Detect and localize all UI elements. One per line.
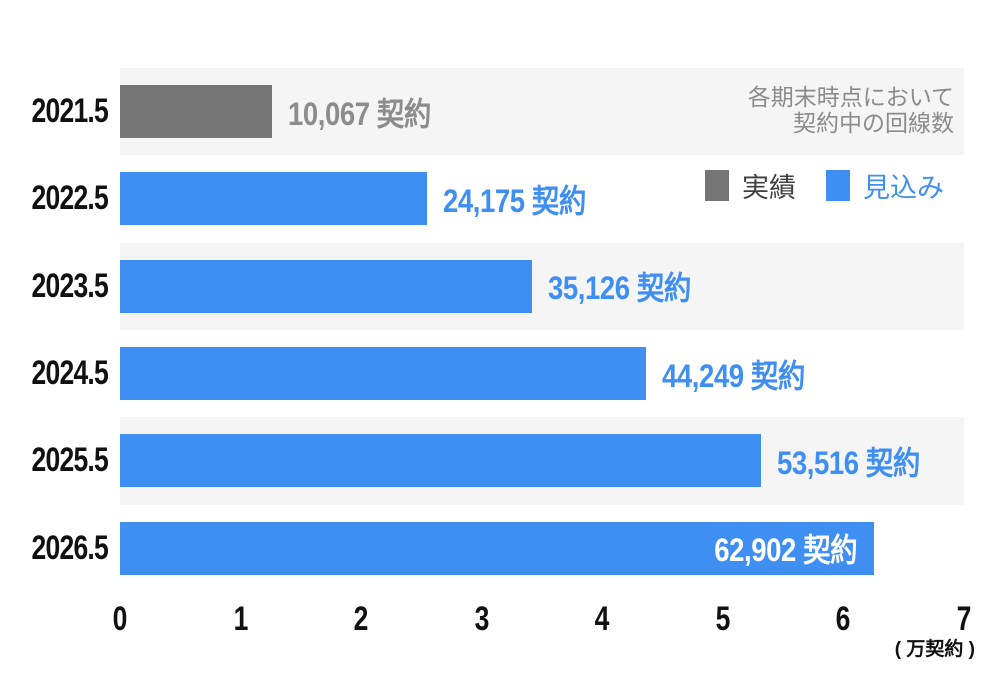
- annotation-line-1: 各期末時点において: [747, 84, 954, 110]
- legend-label-forecast: 見込み: [863, 173, 944, 203]
- x-tick-3: 3: [474, 600, 490, 638]
- x-tick-7: 7: [956, 600, 972, 638]
- category-label-2026-5: 2026.5: [31, 528, 109, 567]
- x-tick-5: 5: [715, 600, 731, 638]
- y-axis-category-labels: 2021.5 2022.5 2023.5 2024.5 2025.5 2026.…: [0, 68, 109, 592]
- bar-value-label-2026-5: 62,902 契約: [714, 532, 858, 569]
- bar-2023-5-forecast: [120, 259, 532, 313]
- bar-value-label-2022-5: 24,175 契約: [443, 182, 587, 219]
- annotation-line-2: 契約中の回線数: [793, 110, 954, 136]
- chart-row-2022-5: 24,175 契約: [120, 155, 964, 242]
- category-label-2022-5: 2022.5: [31, 179, 109, 218]
- chart-row-2025-5: 53,516 契約: [120, 417, 964, 505]
- chart-row-2021-5: 10,067 契約: [120, 68, 964, 156]
- bar-value-label-2021-5: 10,067 契約: [287, 95, 431, 132]
- category-label-2025-5: 2025.5: [31, 441, 109, 480]
- plot-area: 10,067 契約 24,175 契約 35,126 契約 44,249 契約 …: [120, 68, 964, 592]
- bar-2026-5-forecast: 62,902 契約: [120, 521, 874, 575]
- actual-swatch-icon: [705, 170, 729, 201]
- x-tick-2: 2: [353, 600, 369, 638]
- x-axis: 0 1 2 3 4 5 6 7 ( 万契約 ): [113, 592, 975, 672]
- category-label-2024-5: 2024.5: [31, 354, 109, 393]
- chart-row-2024-5: 44,249 契約: [120, 330, 964, 417]
- chart-row-2023-5: 35,126 契約: [120, 242, 964, 330]
- bar-value-label-2024-5: 44,249 契約: [661, 357, 805, 394]
- x-tick-0: 0: [112, 600, 128, 638]
- chart-row-2026-5: 62,902 契約: [120, 505, 964, 592]
- bar-value-label-2025-5: 53,516 契約: [777, 444, 921, 481]
- bar-value-label-2023-5: 35,126 契約: [547, 270, 691, 307]
- x-tick-6: 6: [836, 600, 851, 638]
- legend-label-actual: 実績: [742, 173, 796, 203]
- x-tick-4: 4: [594, 600, 610, 638]
- legend: 実績 見込み: [705, 166, 944, 205]
- category-label-2021-5: 2021.5: [31, 92, 109, 131]
- bar-2022-5-forecast: [120, 172, 428, 226]
- bar-2025-5-forecast: [120, 434, 762, 488]
- chart-annotation: 各期末時点において 契約中の回線数: [748, 84, 954, 136]
- bar-2021-5-actual: [120, 85, 272, 139]
- forecast-swatch-icon: [826, 170, 850, 201]
- x-tick-1: 1: [233, 600, 248, 638]
- legend-item-actual: 実績: [705, 166, 796, 205]
- bar-2024-5-forecast: [120, 347, 646, 401]
- legend-item-forecast: 見込み: [826, 166, 944, 205]
- category-label-2023-5: 2023.5: [31, 266, 109, 305]
- x-axis-unit-label: ( 万契約 ): [894, 639, 975, 660]
